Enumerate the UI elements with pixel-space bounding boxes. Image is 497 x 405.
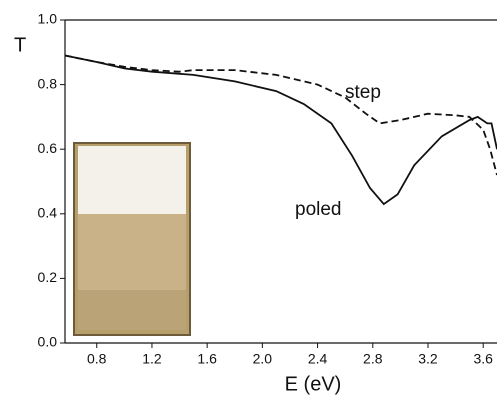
y-tick-label: 0.6 <box>38 140 58 156</box>
y-tick-label: 0.2 <box>38 269 58 285</box>
photo-clear-region <box>78 146 186 214</box>
line-series <box>64 54 497 176</box>
x-tick-label: 2.4 <box>308 351 328 367</box>
line-series <box>64 54 497 206</box>
inset-photo <box>73 142 191 336</box>
x-tick-label: 3.6 <box>473 351 493 367</box>
series-label: poled <box>295 199 342 220</box>
photo-bottom <box>78 290 186 330</box>
x-tick-label: 0.8 <box>87 351 107 367</box>
x-axis-title: E (eV) <box>285 373 342 395</box>
x-tick-label: 3.2 <box>418 351 438 367</box>
x-tick-label: 1.6 <box>197 351 217 367</box>
x-tick-label: 2.0 <box>253 351 273 367</box>
y-tick-label: 0.8 <box>38 75 58 91</box>
y-tick-label: 1.0 <box>38 11 58 27</box>
y-tick-label: 0.4 <box>38 205 58 221</box>
y-axis-title: T <box>14 34 26 56</box>
x-tick-label: 2.8 <box>363 351 383 367</box>
x-tick-label: 1.2 <box>142 351 162 367</box>
y-tick-label: 0.0 <box>38 334 58 350</box>
series-label: step <box>345 82 381 103</box>
